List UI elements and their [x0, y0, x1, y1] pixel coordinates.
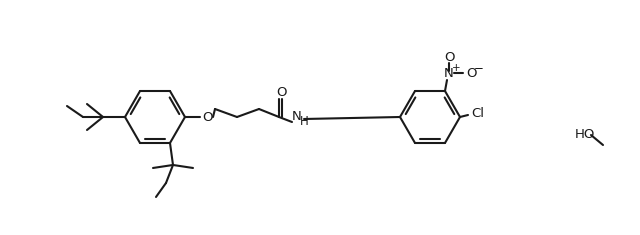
Text: Cl: Cl: [472, 106, 484, 120]
Text: +: +: [452, 63, 460, 73]
Text: N: N: [292, 110, 302, 122]
Text: H: H: [300, 114, 308, 128]
Text: O: O: [466, 67, 476, 79]
Text: O: O: [444, 51, 454, 63]
Text: N: N: [444, 67, 454, 79]
Text: HO: HO: [575, 129, 595, 141]
Text: −: −: [474, 62, 484, 74]
Text: O: O: [202, 110, 212, 124]
Text: O: O: [276, 86, 286, 98]
